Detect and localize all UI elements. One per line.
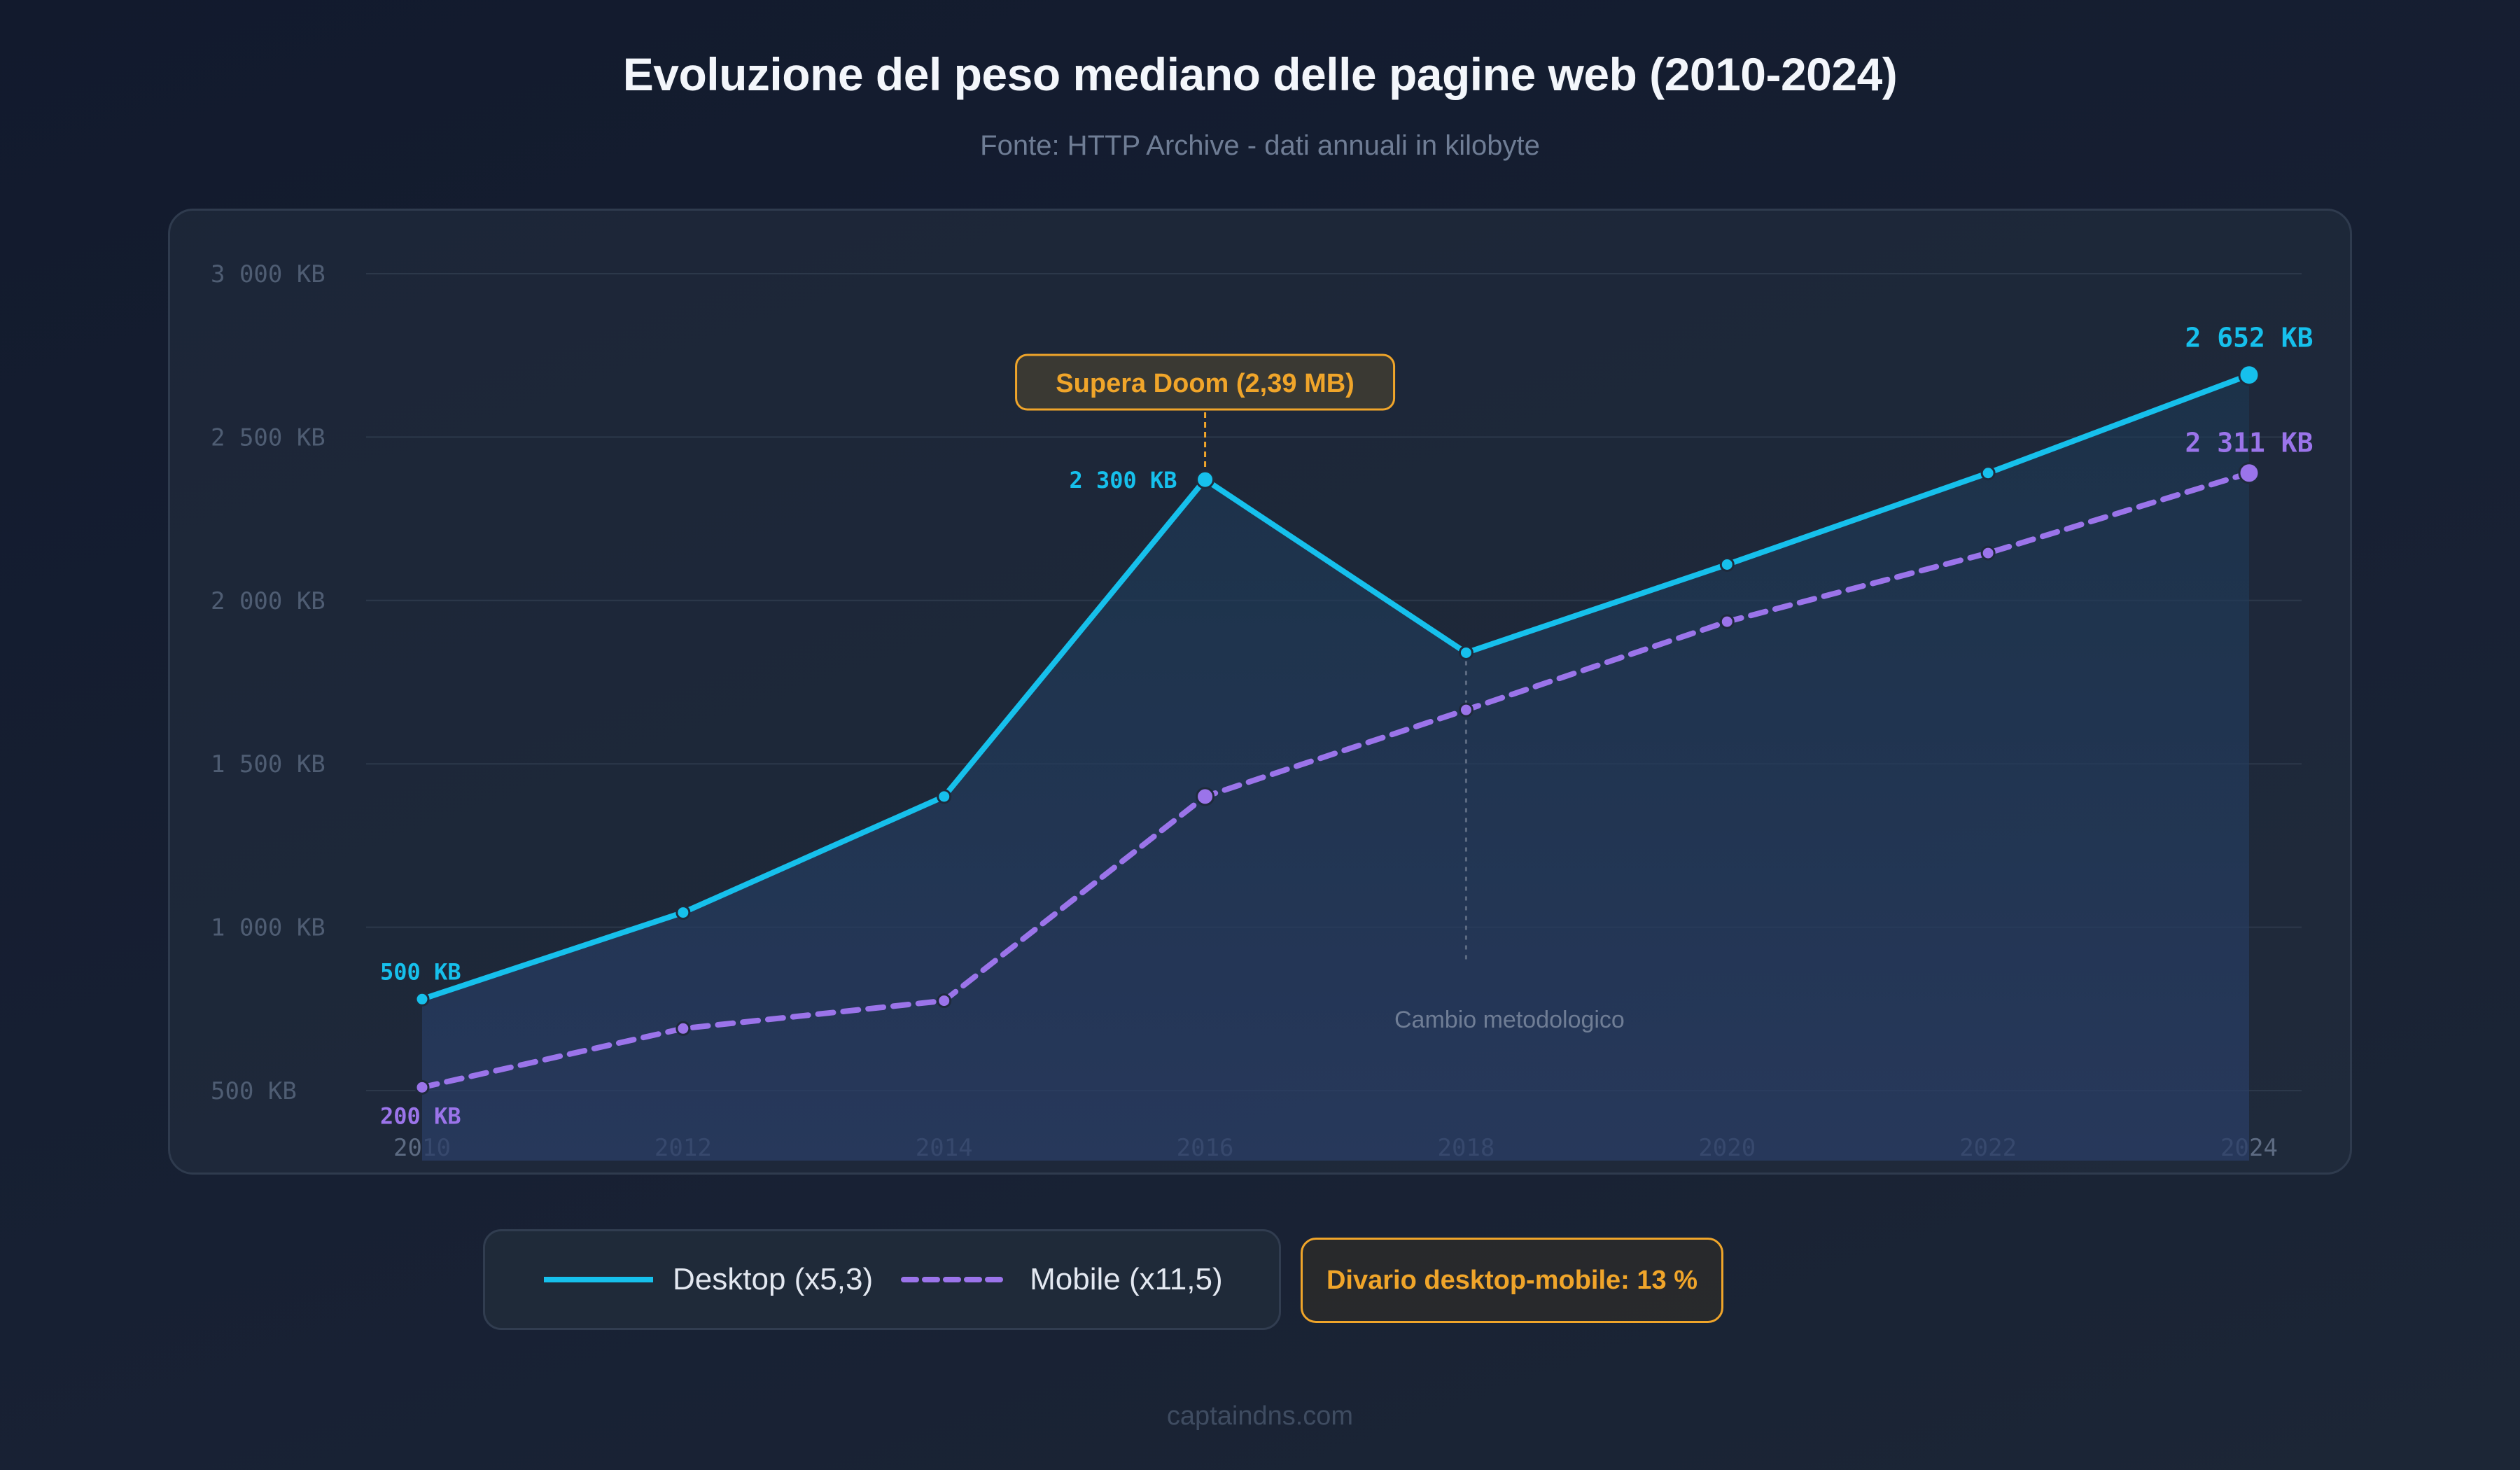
gap-badge: Divario desktop-mobile: 13 % xyxy=(1301,1238,1723,1323)
data-label: 2 300 KB xyxy=(1069,467,1177,493)
legend-item-desktop: Desktop (x5,3) xyxy=(544,1262,873,1297)
y-tick-label: 3 000 KB xyxy=(211,260,326,288)
data-point-desktop xyxy=(414,991,430,1007)
data-point-mobile xyxy=(1980,545,1996,561)
data-point-desktop xyxy=(676,905,691,920)
data-point-mobile xyxy=(1196,787,1215,806)
data-point-desktop xyxy=(1458,645,1474,660)
data-point-mobile xyxy=(1458,702,1474,718)
chart-subtitle: Fonte: HTTP Archive - dati annuali in ki… xyxy=(980,130,1540,161)
data-point-desktop xyxy=(1196,470,1215,489)
data-point-mobile xyxy=(414,1079,430,1095)
chart-title: Evoluzione del peso mediano delle pagine… xyxy=(622,48,1898,100)
data-label: 500 KB xyxy=(380,958,461,985)
data-label: 2 652 KB xyxy=(2185,323,2313,354)
data-label: 200 KB xyxy=(380,1102,461,1129)
data-point-desktop xyxy=(1719,556,1735,572)
y-tick-label: 500 KB xyxy=(211,1077,297,1105)
y-tick-label: 2 500 KB xyxy=(211,424,326,451)
data-point-mobile xyxy=(937,993,952,1009)
legend-item-mobile: Mobile (x11,5) xyxy=(901,1262,1223,1297)
chart-legend: Desktop (x5,3) Mobile (x11,5) xyxy=(483,1229,1281,1330)
y-tick-label: 1 000 KB xyxy=(211,914,326,942)
y-tick-label: 1 500 KB xyxy=(211,750,326,778)
series-line-desktop xyxy=(419,372,2252,1002)
data-point-mobile xyxy=(676,1021,691,1036)
legend-label-desktop: Desktop (x5,3) xyxy=(673,1262,874,1296)
series-line-mobile xyxy=(419,470,2252,1091)
y-tick-label: 2 000 KB xyxy=(211,587,326,615)
legend-swatch-desktop xyxy=(544,1277,653,1282)
data-point-mobile xyxy=(2238,462,2260,484)
data-point-desktop xyxy=(2238,364,2260,386)
annotation-label: Supera Doom (2,39 MB) xyxy=(1056,369,1354,398)
data-point-desktop xyxy=(1980,465,1996,481)
annotation-box xyxy=(1015,354,1396,411)
footer-credit: captaindns.com xyxy=(1166,1401,1354,1431)
annotation-label: Cambio metodologico xyxy=(1394,1007,1625,1033)
data-point-mobile xyxy=(1719,614,1735,629)
legend-swatch-mobile xyxy=(901,1277,1011,1282)
chart-panel: 500 KB 1 000 KB 1 500 KB 2 000 KB 2 500 KB 3 … xyxy=(168,209,2352,1175)
data-label: 2 311 KB xyxy=(2185,428,2313,458)
desktop-area xyxy=(422,374,2249,1161)
legend-label-mobile: Mobile (x11,5) xyxy=(1030,1262,1223,1296)
data-point-desktop xyxy=(937,789,952,804)
line-chart: 500 KB 1 000 KB 1 500 KB 2 000 KB 2 500 KB 3 … xyxy=(211,260,2314,1162)
